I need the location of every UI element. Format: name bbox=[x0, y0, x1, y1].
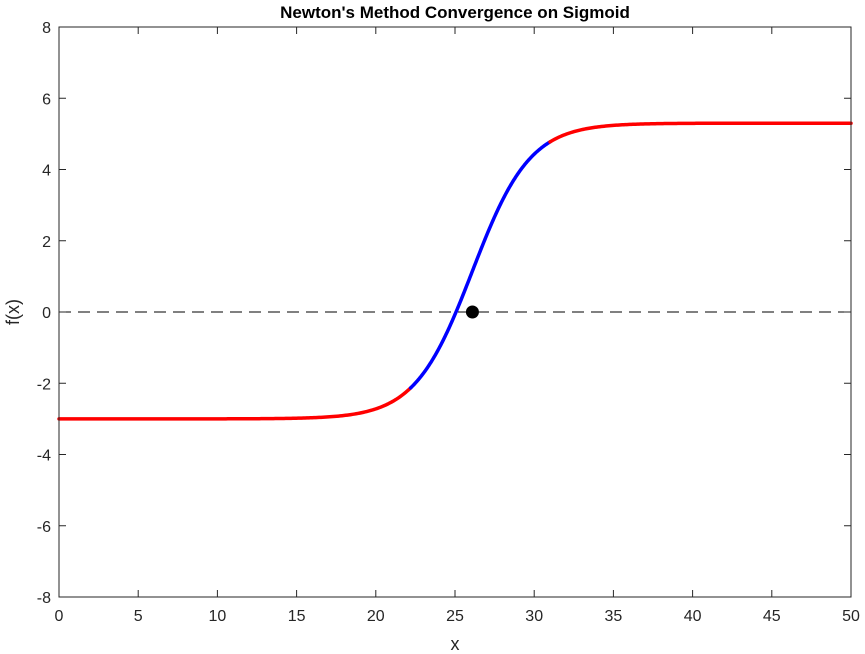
x-tick-label: 20 bbox=[367, 608, 385, 625]
x-tick-label: 30 bbox=[525, 608, 543, 625]
x-tick-label: 35 bbox=[605, 608, 623, 625]
y-tick-label: -2 bbox=[37, 376, 51, 393]
x-tick-label: 40 bbox=[684, 608, 702, 625]
curve-segment-1 bbox=[57, 386, 413, 421]
y-tick-label: -4 bbox=[37, 448, 51, 465]
y-tick-label: 6 bbox=[42, 91, 51, 108]
y-tick-label: -8 bbox=[37, 590, 51, 607]
curve-segment-2 bbox=[408, 140, 552, 390]
x-tick-label: 10 bbox=[209, 608, 227, 625]
x-tick-label: 15 bbox=[288, 608, 306, 625]
root-point bbox=[465, 305, 479, 319]
curve-group bbox=[57, 121, 853, 421]
tick-group: 0 5 10 15 20 25 30 35 40 45 50 -8 -6 -4 -2 0 2 4 6 8 bbox=[37, 20, 860, 625]
x-tick-label: 50 bbox=[842, 608, 860, 625]
chart-title: Newton's Method Convergence on Sigmoid bbox=[280, 3, 630, 22]
x-tick-label: 25 bbox=[446, 608, 464, 625]
y-tick-label: 8 bbox=[42, 20, 51, 37]
y-axis-label: f(x) bbox=[3, 299, 23, 325]
x-tick-label: 45 bbox=[763, 608, 781, 625]
x-axis-label: x bbox=[451, 634, 460, 654]
y-tick-label: 0 bbox=[42, 305, 51, 322]
y-tick-label: 2 bbox=[42, 234, 51, 251]
curve-segment-3 bbox=[548, 121, 853, 144]
y-tick-label: 4 bbox=[42, 163, 51, 180]
y-tick-label: -6 bbox=[37, 519, 51, 536]
x-tick-label: 0 bbox=[55, 608, 64, 625]
x-tick-label: 5 bbox=[134, 608, 143, 625]
